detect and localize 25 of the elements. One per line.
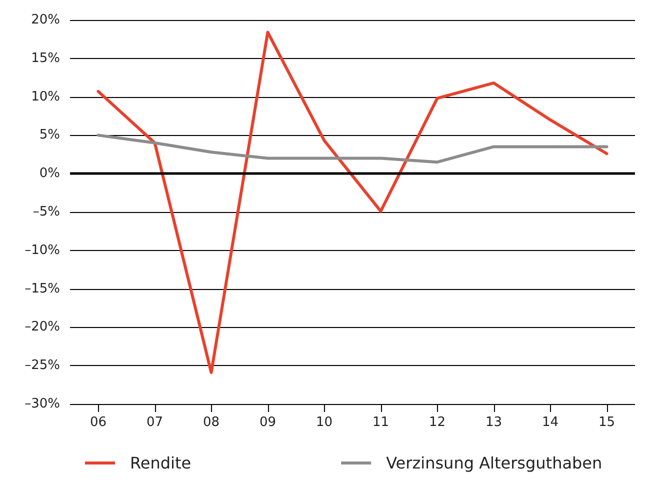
- y-tick-label: –25%: [24, 358, 60, 374]
- y-tick-label: 20%: [31, 12, 60, 28]
- x-tick-label: 14: [542, 415, 559, 430]
- x-tick-label: 15: [598, 415, 616, 430]
- line-series: [96, 30, 608, 374]
- y-tick-label: –10%: [24, 242, 60, 258]
- x-tick-label: 06: [90, 415, 107, 430]
- y-tick-label: 5%: [39, 128, 60, 143]
- y-tick-label: 15%: [31, 50, 60, 66]
- legend-label: Rendite: [130, 454, 192, 472]
- x-tick-label: 08: [202, 415, 220, 430]
- y-tick-label: –15%: [24, 281, 60, 296]
- x-tick-label: 09: [259, 415, 276, 430]
- line-series: [96, 134, 608, 164]
- legend-label: Verzinsung Altersguthaben: [386, 454, 602, 472]
- x-tick-label: 10: [316, 415, 333, 430]
- y-tick-label: 0%: [39, 166, 60, 182]
- x-tick-label: 07: [146, 415, 164, 430]
- y-tick-label: 10%: [31, 89, 60, 104]
- x-tick-label: 11: [372, 415, 390, 430]
- x-tick-label: 13: [485, 415, 502, 430]
- x-tick-label: 12: [428, 415, 446, 430]
- y-tick-label: –5%: [32, 204, 60, 220]
- y-tick-label: –30%: [24, 396, 60, 412]
- y-tick-label: –20%: [24, 320, 60, 335]
